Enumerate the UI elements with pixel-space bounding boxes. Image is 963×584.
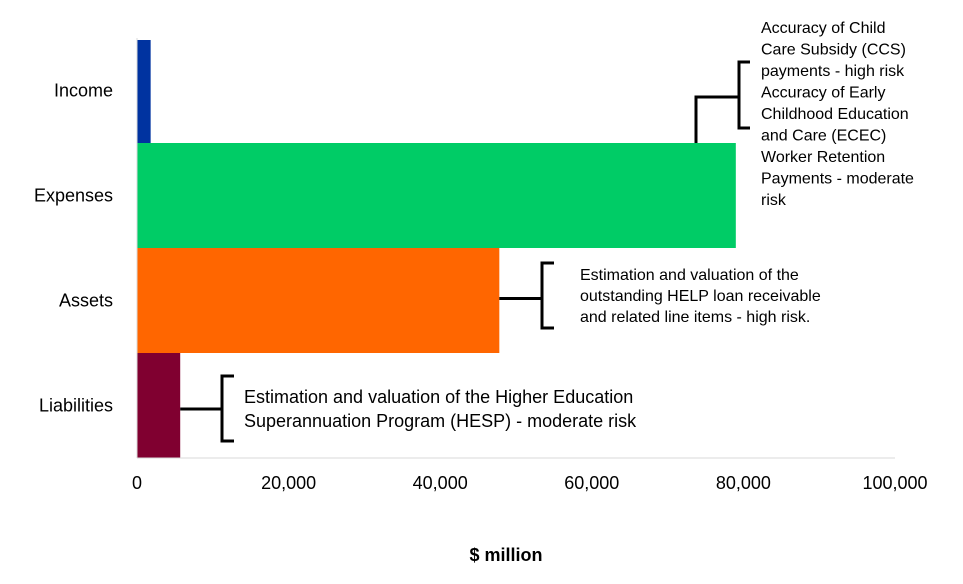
- x-axis-title: $ million: [469, 545, 542, 565]
- category-labels: Income Expenses Assets Liabilities: [34, 81, 113, 416]
- annotation-leader-line: [694, 95, 739, 143]
- annotation-bracket: [180, 374, 234, 443]
- annotation-text: Estimation and valuation of the outstandi…: [580, 267, 821, 326]
- bar-income: [137, 40, 151, 143]
- bar-expenses: [137, 143, 736, 248]
- annotation-bracket: [737, 60, 750, 130]
- bars-group: [137, 40, 736, 458]
- annotation-bracket: [499, 261, 554, 330]
- x-tick-label: 80,000: [716, 473, 771, 493]
- category-label-expenses: Expenses: [34, 186, 113, 206]
- annotation-ccs: Accuracy of Child Care Subsidy (CCS) payme…: [694, 20, 914, 209]
- category-label-assets: Assets: [59, 291, 113, 311]
- x-tick-label: 0: [132, 473, 142, 493]
- annotation-hesp: Estimation and valuation of the Higher E…: [180, 374, 637, 443]
- x-tick-label: 40,000: [413, 473, 468, 493]
- annotations-group: Accuracy of Child Care Subsidy (CCS) payme…: [180, 20, 914, 443]
- bar-liabilities: [137, 353, 181, 458]
- x-tick-label: 20,000: [261, 473, 316, 493]
- annotation-help-loan: Estimation and valuation of the outstandi…: [499, 261, 821, 330]
- category-label-liabilities: Liabilities: [39, 396, 113, 416]
- annotation-text: Accuracy of Child Care Subsidy (CCS) payme…: [761, 20, 914, 209]
- x-tick-label: 100,000: [862, 473, 927, 493]
- x-tick-labels: 0 20,000 40,000 60,000 80,000 100,000: [132, 473, 928, 493]
- bar-assets: [137, 248, 500, 353]
- category-label-income: Income: [54, 81, 113, 101]
- annotation-text: Estimation and valuation of the Higher E…: [244, 387, 637, 431]
- x-tick-label: 60,000: [564, 473, 619, 493]
